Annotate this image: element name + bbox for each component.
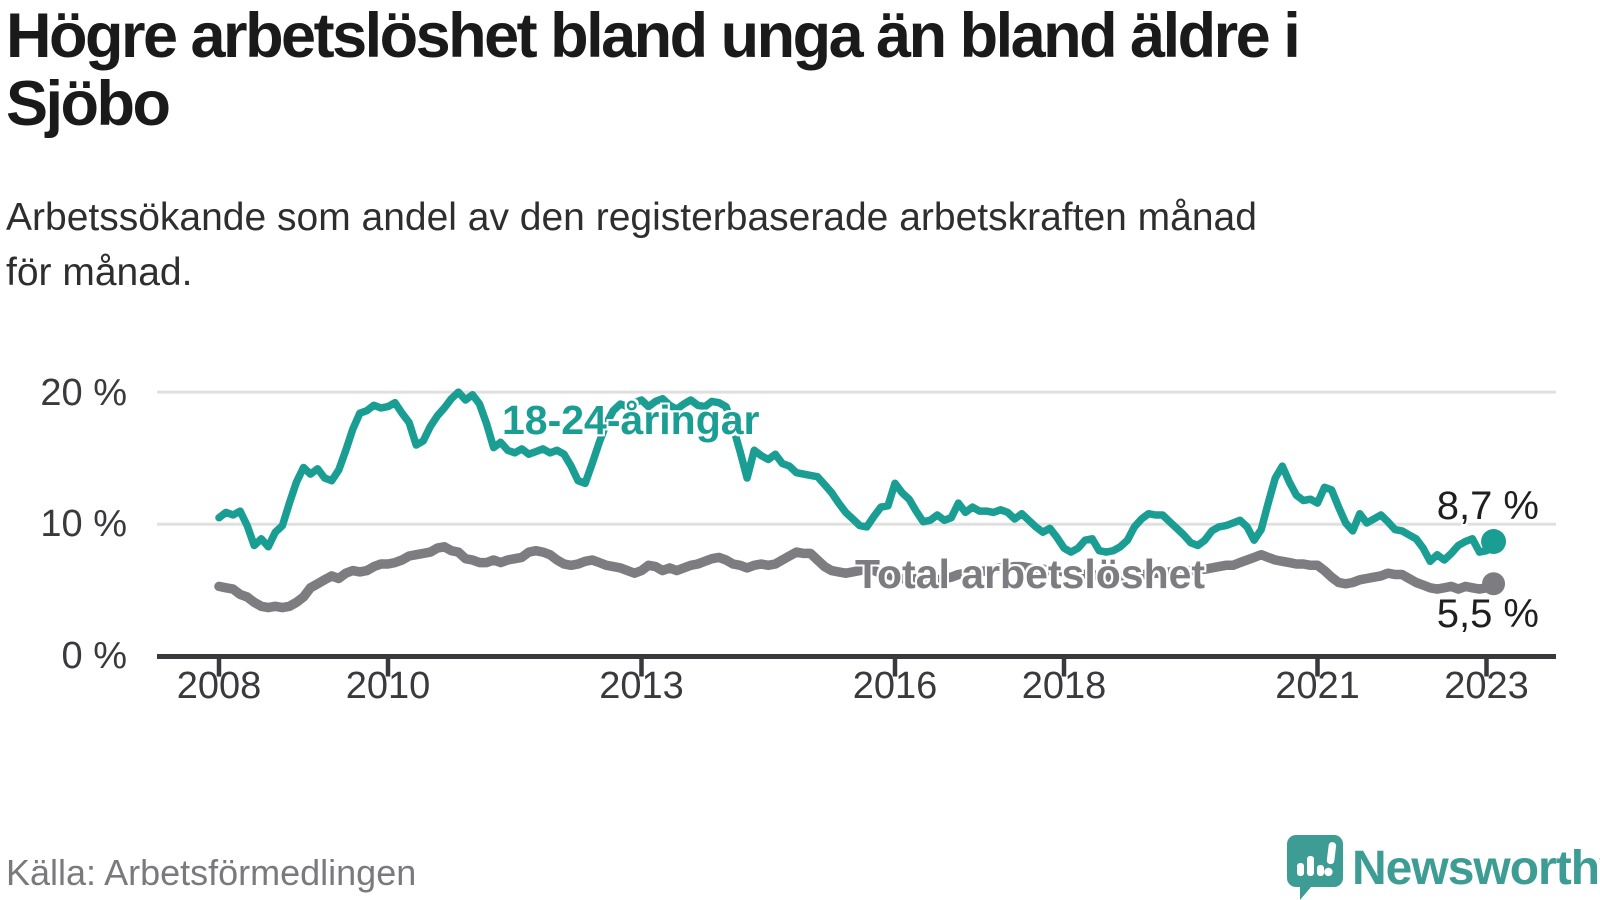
x-tick-label-2023: 2023 bbox=[1444, 665, 1529, 707]
end-value-label-total: 5,5 % bbox=[1436, 592, 1539, 636]
series-end-dot-0 bbox=[1481, 528, 1507, 554]
y-axis-label-20: 20 % bbox=[40, 372, 127, 414]
x-tick-label-2018: 2018 bbox=[1021, 665, 1107, 707]
newsworthy-logo-icon bbox=[1287, 835, 1343, 900]
page-title: Högre arbetslöshet bland unga än bland ä… bbox=[6, 2, 1578, 138]
source-note: Källa: Arbetsförmedlingen bbox=[6, 852, 417, 893]
x-tick-label-2008: 2008 bbox=[176, 665, 262, 707]
x-tick-label-2010: 2010 bbox=[345, 665, 431, 707]
y-axis-label-10: 10 % bbox=[40, 503, 127, 545]
x-tick-label-2013: 2013 bbox=[599, 665, 684, 707]
subtitle-line-1: Arbetssökande som andel av den registerb… bbox=[6, 196, 1257, 239]
brand-wordmark: Newsworthy bbox=[1352, 842, 1600, 895]
series-label-total: Total arbetslöshet bbox=[855, 551, 1206, 597]
series-end-dot-1 bbox=[1482, 572, 1506, 596]
x-tick-label-2021: 2021 bbox=[1275, 665, 1360, 707]
series-line-1 bbox=[214, 542, 1499, 613]
subtitle-line-2: för månad. bbox=[6, 251, 193, 294]
series-label-youth: 18-24-åringar bbox=[502, 397, 760, 443]
title-line-2: Sjöbo bbox=[6, 69, 171, 139]
y-axis-label-0: 0 % bbox=[61, 635, 127, 677]
chart-subtitle: Arbetssökande som andel av den registerb… bbox=[6, 190, 1566, 300]
x-tick-label-2016: 2016 bbox=[852, 665, 938, 707]
series-line-0 bbox=[215, 388, 1498, 566]
end-value-label-youth: 8,7 % bbox=[1436, 484, 1539, 528]
title-line-1: Högre arbetslöshet bland unga än bland ä… bbox=[6, 1, 1301, 71]
